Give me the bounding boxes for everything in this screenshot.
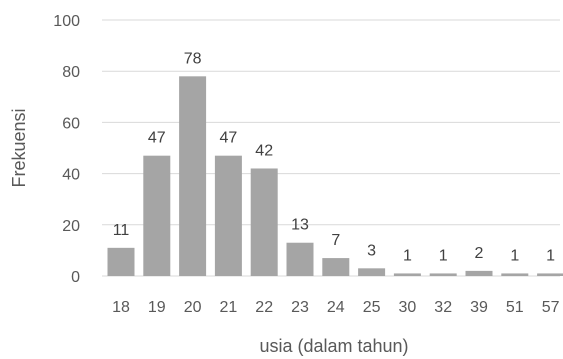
- x-tick-label-32: 32: [434, 299, 452, 316]
- data-label-22: 42: [255, 142, 273, 159]
- bar-32: [429, 273, 457, 276]
- x-tick-label-39: 39: [470, 299, 488, 316]
- x-tick-label-57: 57: [542, 299, 560, 316]
- x-tick-label-24: 24: [327, 299, 345, 316]
- y-tick-label: 80: [62, 64, 80, 81]
- data-label-18: 11: [113, 222, 130, 239]
- data-label-30: 1: [403, 247, 412, 264]
- data-label-32: 1: [439, 247, 448, 264]
- data-label-25: 3: [367, 242, 376, 259]
- bar-21: [214, 155, 242, 276]
- data-label-21: 47: [220, 130, 238, 147]
- y-axis-title: Frekuensi: [9, 108, 29, 187]
- y-tick-label: 60: [62, 115, 80, 132]
- y-tick-label: 40: [62, 167, 80, 184]
- data-label-23: 13: [291, 217, 309, 234]
- data-label-57: 1: [546, 247, 555, 264]
- bars: [107, 76, 563, 276]
- x-tick-label-18: 18: [112, 299, 130, 316]
- x-axis-title: usia (dalam tahun): [259, 336, 408, 356]
- x-axis-tick-labels: 18 19 20 21 22 23 24 25 30 32 39 51 57: [112, 299, 559, 316]
- bar-30: [393, 273, 421, 276]
- x-tick-label-22: 22: [255, 299, 273, 316]
- bar-57: [537, 273, 563, 276]
- x-tick-label-25: 25: [363, 299, 381, 316]
- y-axis-tick-labels: 0 20 40 60 80 100: [53, 13, 80, 286]
- bar-20: [179, 76, 207, 276]
- y-tick-label: 20: [62, 218, 80, 235]
- bar-22: [250, 168, 278, 276]
- x-tick-label-51: 51: [506, 299, 524, 316]
- y-tick-label: 100: [53, 13, 80, 30]
- x-tick-label-23: 23: [291, 299, 309, 316]
- x-tick-label-20: 20: [184, 299, 202, 316]
- x-tick-label-30: 30: [399, 299, 417, 316]
- bar-23: [286, 242, 314, 276]
- bar-51: [501, 273, 529, 276]
- y-tick-label: 0: [71, 269, 80, 286]
- bar-19: [143, 155, 171, 276]
- data-label-20: 78: [184, 50, 202, 67]
- bar-39: [465, 270, 493, 276]
- bar-24: [322, 258, 350, 276]
- data-label-19: 47: [148, 130, 166, 147]
- bar-25: [358, 268, 386, 276]
- x-tick-label-21: 21: [220, 299, 238, 316]
- bar-18: [107, 247, 135, 276]
- data-label-39: 2: [475, 245, 484, 262]
- x-tick-label-19: 19: [148, 299, 166, 316]
- data-label-24: 7: [331, 232, 340, 249]
- data-label-51: 1: [510, 247, 519, 264]
